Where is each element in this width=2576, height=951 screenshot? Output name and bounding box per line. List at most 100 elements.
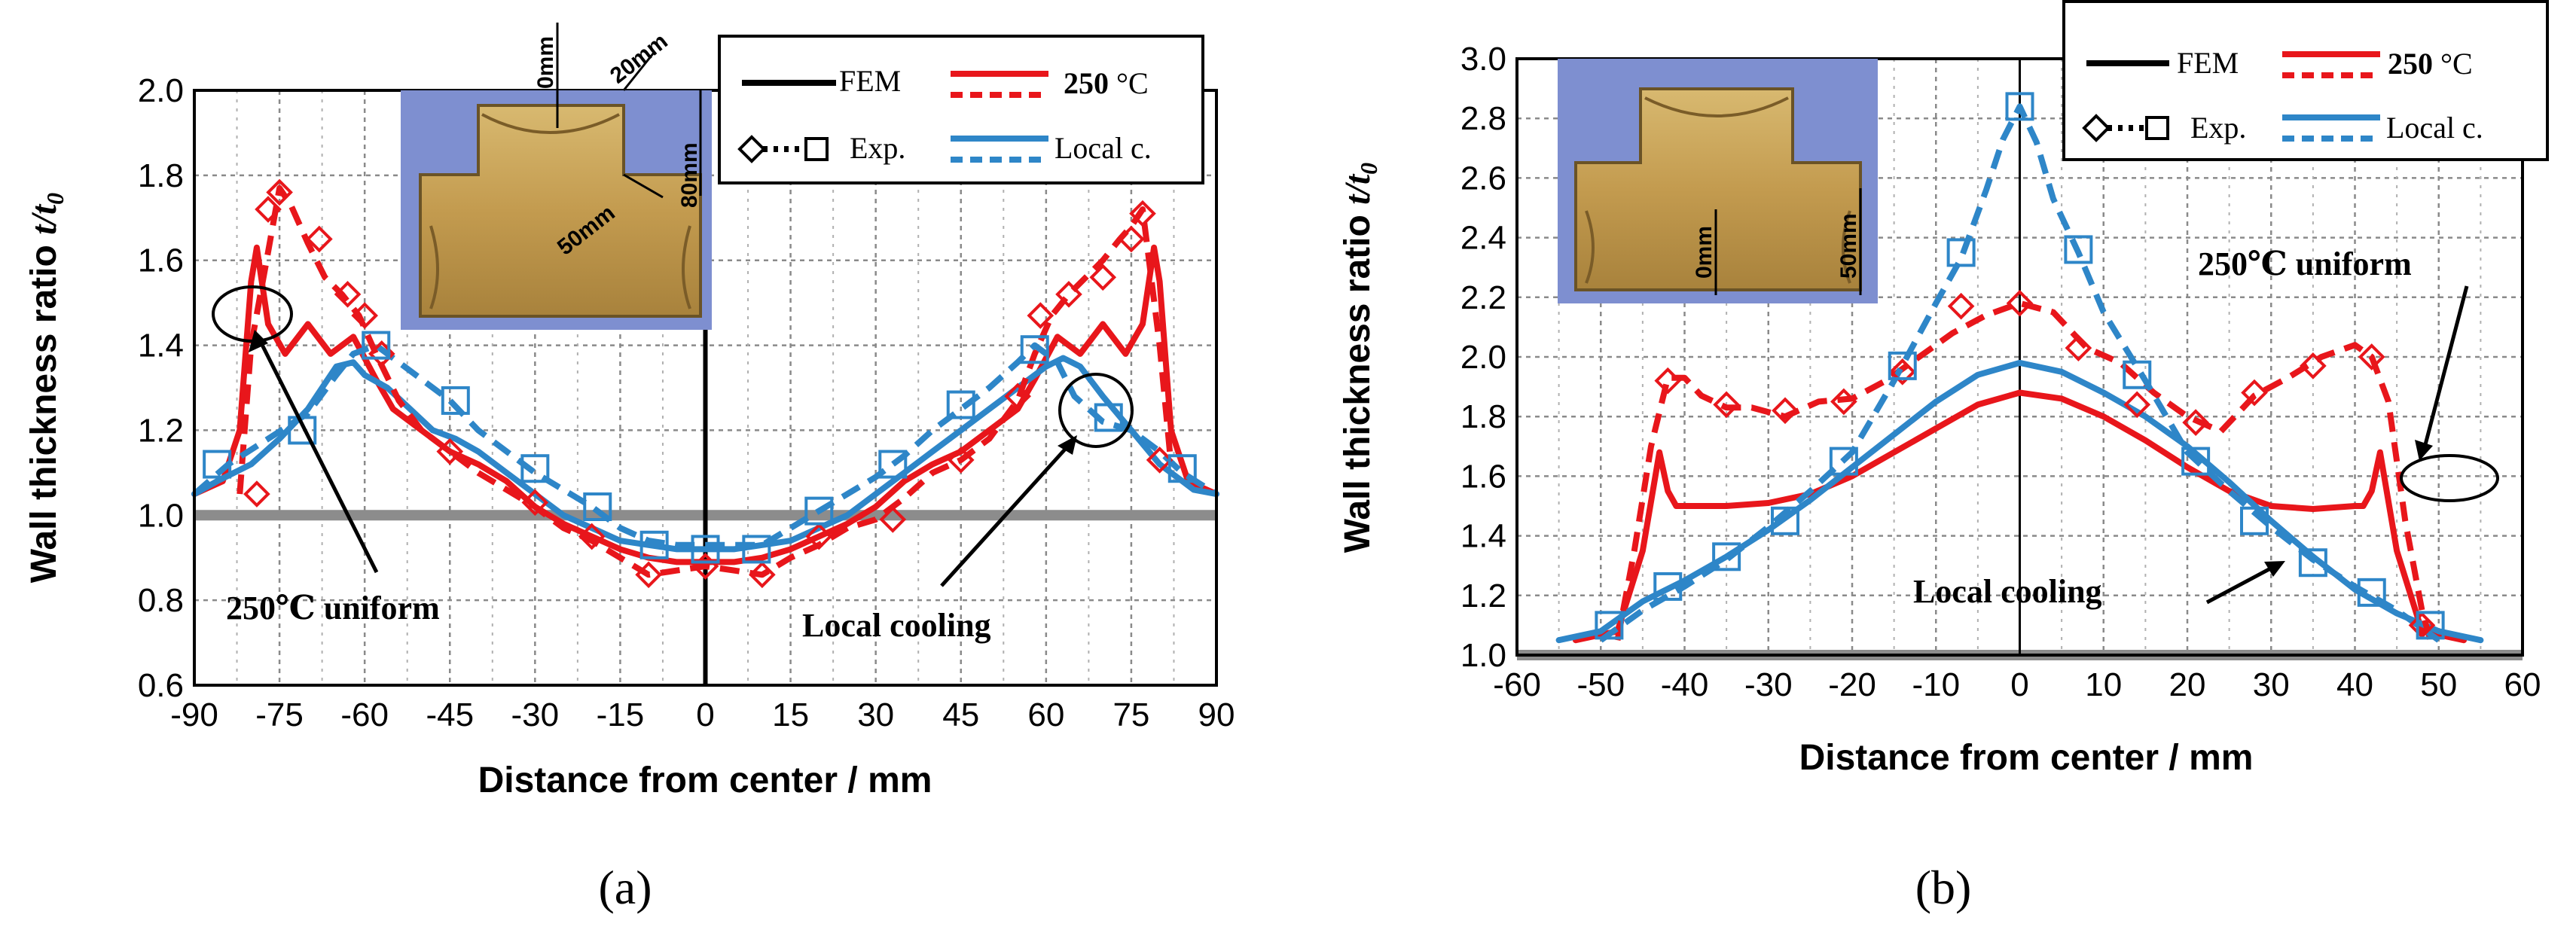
x-tick-label: 15 (772, 696, 809, 733)
legend-hot-b: 250 °C (2388, 47, 2473, 81)
legend-fem-a: FEM (839, 64, 901, 98)
data-marker-diamond (2123, 391, 2151, 419)
data-marker-square (2416, 611, 2445, 640)
y-tick-label: 2.2 (1460, 279, 1506, 316)
y-ticks-b: 1.0 1.2 1.4 1.6 1.8 2.0 2.2 2.4 2.6 2.8 3.0 (1460, 41, 1506, 674)
data-marker-square (520, 454, 550, 483)
x-tick-label: -45 (426, 696, 474, 733)
tee-opening-b (1644, 96, 1789, 117)
x-tick-label: -90 (170, 696, 218, 733)
data-marker-square (1946, 238, 1976, 267)
tee-opening-right-b (1842, 210, 1851, 284)
y-ticks-a: 0.6 0.8 1.0 1.2 1.4 1.6 1.8 2.0 (138, 72, 184, 704)
data-marker-diamond (1129, 200, 1156, 227)
uniform-arrowhead-a (249, 330, 268, 352)
y-tick-label: 1.4 (138, 328, 184, 364)
cooling-arrowhead-a (1058, 435, 1077, 455)
data-marker-diamond (947, 447, 975, 474)
x-tick-label: 45 (942, 696, 979, 733)
y-tick-label: 1.6 (1460, 458, 1506, 495)
data-marker-diamond (749, 561, 776, 589)
data-marker-diamond (1055, 281, 1082, 308)
y-axis-label-var-b: t/t (1338, 173, 1378, 205)
x-tick-label: 30 (857, 696, 894, 733)
x-tick-label: -50 (1576, 666, 1625, 703)
data-marker-diamond (306, 225, 333, 253)
specimen-photo-a: 0mm 20mm 80mm 50mm (401, 23, 712, 330)
y-axis-label-a: Wall thickness ratio t/t0 (24, 193, 69, 583)
x-tick-label: 50 (2420, 666, 2457, 703)
tee-opening-left-b (1585, 210, 1595, 284)
data-marker-diamond (1146, 447, 1174, 474)
y-tick-label: 1.0 (138, 497, 184, 534)
y-tick-label: 0.6 (138, 667, 184, 704)
x-tick-label: -15 (597, 696, 645, 733)
x-tick-label: 20 (2169, 666, 2206, 703)
y-tick-label: 3.0 (1460, 41, 1506, 78)
plot-frame-b (1515, 57, 2524, 657)
panel-label-b: (b) (1915, 861, 1972, 914)
x-tick-label: -75 (255, 696, 304, 733)
data-marker-diamond (2358, 343, 2385, 370)
cooling-ellipse-a (1058, 373, 1134, 448)
data-marker-diamond (2241, 379, 2268, 407)
y-axis-label-var-a: t/t (24, 203, 64, 235)
data-marker-diamond (2300, 352, 2327, 379)
x-tick-label: 0 (696, 696, 714, 733)
y-tick-label: 1.0 (1460, 637, 1506, 674)
annotation-cooling-a: Local cooling (802, 607, 991, 644)
x-tick-label: 40 (2336, 666, 2373, 703)
uniform-arrow-a (258, 339, 379, 574)
x-tick-label: -20 (1828, 666, 1876, 703)
data-marker-square (2357, 578, 2386, 607)
data-marker-square (1888, 351, 1917, 380)
data-marker-diamond (255, 196, 282, 223)
data-marker-diamond (1004, 383, 1031, 410)
data-marker-diamond (351, 302, 378, 329)
data-marker-diamond (2065, 334, 2092, 361)
legend-a: FEM 250 °C Exp. Local c. (718, 35, 1204, 184)
y-tick-label: 2.4 (1460, 220, 1506, 257)
data-marker-diamond (578, 523, 606, 550)
series-line (1572, 389, 2468, 644)
data-marker-diamond (521, 489, 549, 517)
data-marker-square (1771, 506, 1799, 535)
tee-opening-left-a (429, 225, 439, 309)
data-marker-square (362, 331, 391, 360)
legend-hot-value-a: 250 (1064, 66, 1109, 100)
data-marker-diamond (334, 281, 362, 308)
y-tick-label: 1.2 (138, 412, 184, 449)
tee-opening-a (481, 113, 620, 134)
panel-b: -60 -50 -40 -30 -20 -10 0 10 20 30 40 50 60 1.01.21.… (1338, 0, 2549, 914)
legend-hot-value-b: 250 (2388, 47, 2433, 81)
data-marker-square (288, 416, 317, 445)
legend-local-a: Local c. (1055, 131, 1152, 165)
x-tick-label: 75 (1113, 696, 1149, 733)
data-marker-diamond (2006, 289, 2034, 317)
data-marker-diamond (1713, 391, 1740, 419)
dim-line-50mm-a (623, 173, 664, 199)
x-tick-label: 90 (1198, 696, 1235, 733)
data-marker-square (2240, 506, 2269, 535)
x-tick-label: -60 (1493, 666, 1541, 703)
legend-hot-unit-a: °C (1109, 66, 1149, 100)
data-marker-square (1167, 454, 1197, 483)
x-tick-label: 60 (1027, 696, 1064, 733)
y-tick-label: 1.4 (1460, 518, 1506, 555)
y-tick-label: 1.2 (1460, 578, 1506, 614)
y-tick-label: 0.8 (138, 582, 184, 619)
photo-label-80mm: 80mm (677, 142, 702, 208)
y-tick-label: 2.0 (1460, 339, 1506, 376)
legend-square-marker-b (2145, 116, 2169, 140)
x-ticks-b: -60 -50 -40 -30 -20 -10 0 10 20 30 40 50 60 (1493, 666, 2541, 703)
data-marker-square (2123, 360, 2152, 389)
x-tick-label: -30 (1744, 666, 1793, 703)
data-marker-square (1829, 447, 1858, 476)
data-marker-square (878, 450, 908, 479)
photo-label-0mm-b: 0mm (1692, 226, 1717, 279)
data-marker-diamond (805, 523, 833, 550)
y-tick-label: 2.8 (1460, 100, 1506, 137)
legend-diamond-marker-a (737, 135, 766, 163)
data-marker-diamond (1118, 225, 1145, 253)
